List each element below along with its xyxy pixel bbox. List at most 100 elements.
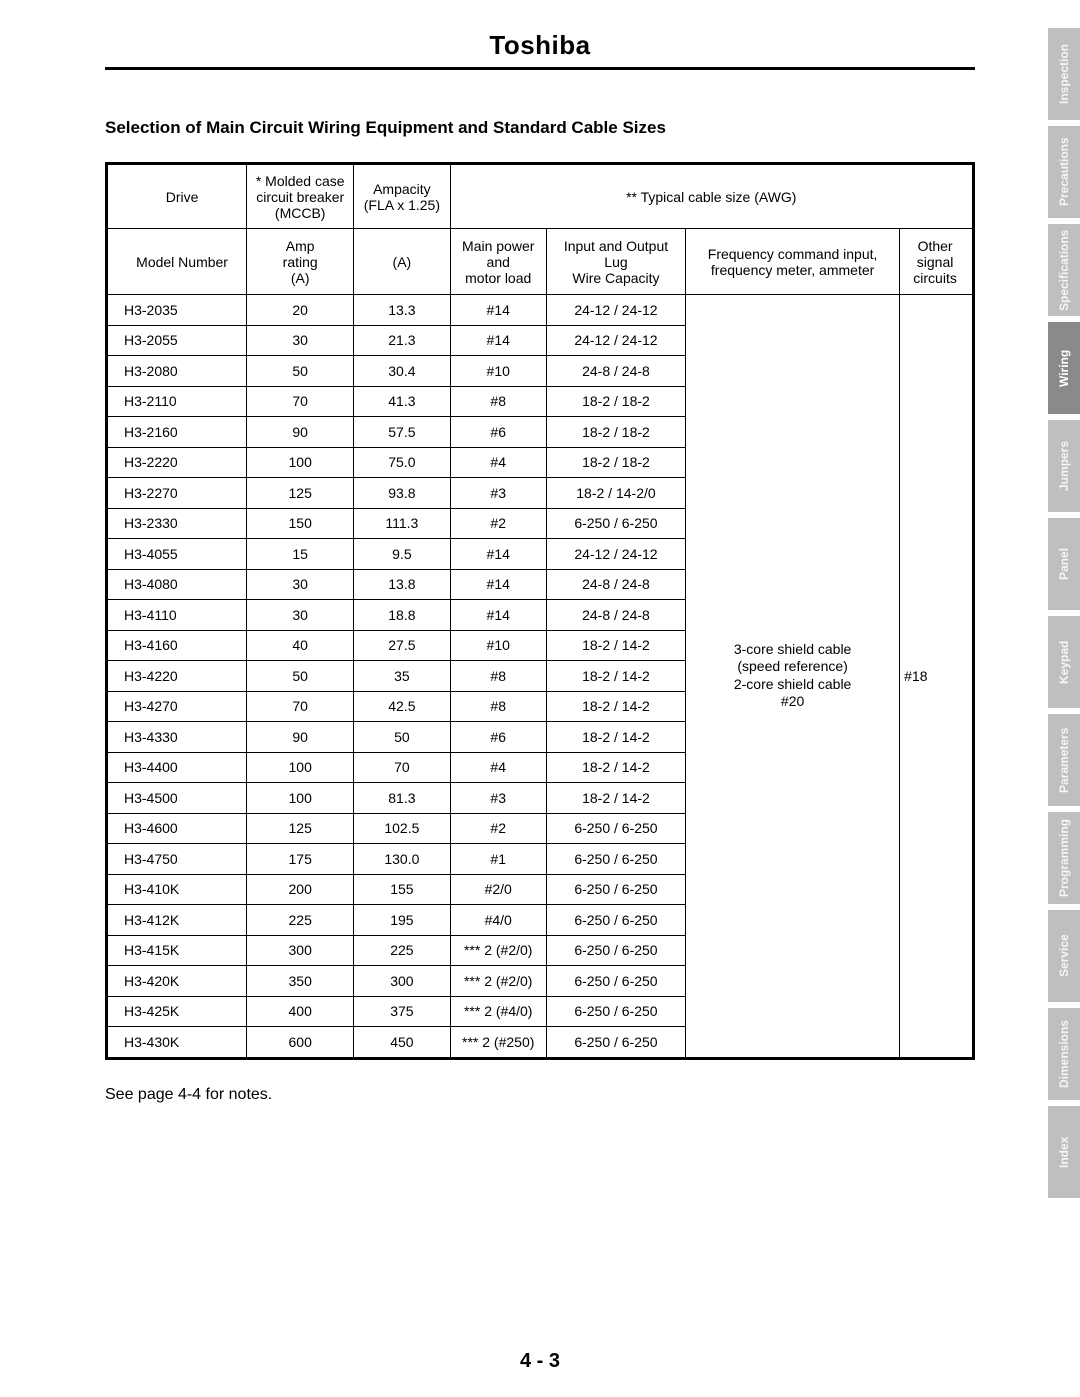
hdr-drive: Drive <box>108 165 247 229</box>
cell-mainpower: #1 <box>450 844 546 875</box>
cell-model: H3-4600 <box>108 813 247 844</box>
cell-amp: 40 <box>247 630 354 661</box>
cell-mainpower: #14 <box>450 569 546 600</box>
cell-model: H3-4330 <box>108 722 247 753</box>
tab-service[interactable]: Service <box>1048 910 1080 1002</box>
cell-amp: 400 <box>247 996 354 1027</box>
footnote: See page 4-4 for notes. <box>105 1086 975 1104</box>
cell-ampacity: 75.0 <box>354 447 450 478</box>
cell-io: 6-250 / 6-250 <box>546 844 685 875</box>
cell-io: 18-2 / 14-2/0 <box>546 478 685 509</box>
cell-mainpower: #3 <box>450 783 546 814</box>
tab-index[interactable]: Index <box>1048 1106 1080 1198</box>
cell-model: H3-2270 <box>108 478 247 509</box>
cell-model: H3-2220 <box>108 447 247 478</box>
cell-mainpower: *** 2 (#250) <box>450 1027 546 1058</box>
hdr-other: Othersignalcircuits <box>900 229 973 295</box>
table-row: H3-20352013.3#1424-12 / 24-123-core shie… <box>108 295 973 326</box>
cell-model: H3-4270 <box>108 691 247 722</box>
hdr-mccb: * Molded casecircuit breaker(MCCB) <box>247 165 354 229</box>
cell-io: 18-2 / 14-2 <box>546 783 685 814</box>
tab-specifications[interactable]: Specifications <box>1048 224 1080 316</box>
tab-precautions[interactable]: Precautions <box>1048 126 1080 218</box>
cell-ampacity: 41.3 <box>354 386 450 417</box>
cell-ampacity: 21.3 <box>354 325 450 356</box>
cell-mainpower: #6 <box>450 722 546 753</box>
hdr-cable: ** Typical cable size (AWG) <box>450 165 972 229</box>
cell-amp: 600 <box>247 1027 354 1058</box>
brand-title: Toshiba <box>105 30 975 67</box>
cell-amp: 350 <box>247 966 354 997</box>
cell-io: 6-250 / 6-250 <box>546 508 685 539</box>
cell-ampacity: 195 <box>354 905 450 936</box>
cell-mainpower: #10 <box>450 356 546 387</box>
cell-ampacity: 155 <box>354 874 450 905</box>
cell-mainpower: #6 <box>450 417 546 448</box>
cell-io: 24-8 / 24-8 <box>546 356 685 387</box>
cell-other: #18 <box>900 295 973 1058</box>
cell-amp: 100 <box>247 783 354 814</box>
tab-inspection[interactable]: Inspection <box>1048 28 1080 120</box>
cell-ampacity: 9.5 <box>354 539 450 570</box>
cell-ampacity: 102.5 <box>354 813 450 844</box>
cell-model: H3-4160 <box>108 630 247 661</box>
cell-freq: 3-core shield cable(speed reference)2-co… <box>686 295 900 1058</box>
cell-ampacity: 81.3 <box>354 783 450 814</box>
cell-amp: 300 <box>247 935 354 966</box>
cell-io: 18-2 / 18-2 <box>546 447 685 478</box>
cell-ampacity: 93.8 <box>354 478 450 509</box>
cell-model: H3-412K <box>108 905 247 936</box>
cell-ampacity: 450 <box>354 1027 450 1058</box>
cell-amp: 50 <box>247 356 354 387</box>
cell-io: 6-250 / 6-250 <box>546 874 685 905</box>
cell-amp: 30 <box>247 325 354 356</box>
cell-amp: 100 <box>247 752 354 783</box>
tab-wiring[interactable]: Wiring <box>1048 322 1080 414</box>
cell-mainpower: #3 <box>450 478 546 509</box>
cell-ampacity: 50 <box>354 722 450 753</box>
cell-amp: 90 <box>247 722 354 753</box>
hdr-a: (A) <box>354 229 450 295</box>
cell-io: 18-2 / 18-2 <box>546 417 685 448</box>
cell-io: 24-12 / 24-12 <box>546 539 685 570</box>
cell-io: 24-8 / 24-8 <box>546 600 685 631</box>
cell-amp: 15 <box>247 539 354 570</box>
cell-io: 18-2 / 18-2 <box>546 386 685 417</box>
cell-ampacity: 70 <box>354 752 450 783</box>
cell-mainpower: #4 <box>450 752 546 783</box>
side-tabs: Inspection Precautions Specifications Wirin… <box>1048 28 1080 1198</box>
tab-keypad[interactable]: Keypad <box>1048 616 1080 708</box>
cell-amp: 90 <box>247 417 354 448</box>
cell-amp: 225 <box>247 905 354 936</box>
cell-io: 6-250 / 6-250 <box>546 996 685 1027</box>
cell-model: H3-2035 <box>108 295 247 326</box>
cell-model: H3-2055 <box>108 325 247 356</box>
tab-jumpers[interactable]: Jumpers <box>1048 420 1080 512</box>
cell-amp: 30 <box>247 600 354 631</box>
cell-mainpower: #14 <box>450 295 546 326</box>
cell-io: 18-2 / 14-2 <box>546 722 685 753</box>
cell-amp: 70 <box>247 386 354 417</box>
cell-mainpower: #2/0 <box>450 874 546 905</box>
cell-io: 6-250 / 6-250 <box>546 813 685 844</box>
cell-mainpower: *** 2 (#4/0) <box>450 996 546 1027</box>
tab-parameters[interactable]: Parameters <box>1048 714 1080 806</box>
wiring-table: Drive * Molded casecircuit breaker(MCCB)… <box>105 162 975 1060</box>
hdr-model: Model Number <box>108 229 247 295</box>
tab-programming[interactable]: Programming <box>1048 812 1080 904</box>
cell-model: H3-4110 <box>108 600 247 631</box>
header-rule <box>105 67 975 70</box>
cell-model: H3-2110 <box>108 386 247 417</box>
cell-mainpower: #10 <box>450 630 546 661</box>
cell-model: H3-410K <box>108 874 247 905</box>
cell-mainpower: #2 <box>450 508 546 539</box>
cell-ampacity: 35 <box>354 661 450 692</box>
tab-panel[interactable]: Panel <box>1048 518 1080 610</box>
cell-ampacity: 375 <box>354 996 450 1027</box>
cell-model: H3-4400 <box>108 752 247 783</box>
cell-amp: 100 <box>247 447 354 478</box>
tab-dimensions[interactable]: Dimensions <box>1048 1008 1080 1100</box>
cell-io: 6-250 / 6-250 <box>546 966 685 997</box>
hdr-freq: Frequency command input,frequency meter,… <box>686 229 900 295</box>
cell-mainpower: #2 <box>450 813 546 844</box>
